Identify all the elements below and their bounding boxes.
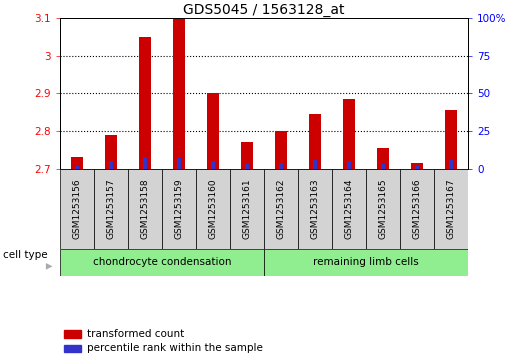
Title: GDS5045 / 1563128_at: GDS5045 / 1563128_at <box>184 3 345 17</box>
Bar <box>207 94 219 169</box>
Text: remaining limb cells: remaining limb cells <box>313 257 419 267</box>
Bar <box>230 169 264 249</box>
Bar <box>245 164 249 169</box>
Bar <box>143 157 147 169</box>
Text: GSM1253163: GSM1253163 <box>311 178 320 239</box>
Bar <box>75 166 79 169</box>
Text: GSM1253167: GSM1253167 <box>447 178 456 239</box>
Bar <box>381 164 385 169</box>
Bar <box>128 169 162 249</box>
Text: GSM1253166: GSM1253166 <box>413 178 422 239</box>
Bar <box>313 160 317 169</box>
Bar <box>415 166 419 169</box>
Text: GSM1253162: GSM1253162 <box>277 179 286 239</box>
Bar <box>445 110 457 169</box>
Text: GSM1253158: GSM1253158 <box>141 178 150 239</box>
Bar <box>309 114 321 169</box>
Bar <box>64 345 81 352</box>
Bar <box>366 169 400 249</box>
Bar <box>279 163 283 169</box>
Bar <box>109 161 113 169</box>
Text: GSM1253157: GSM1253157 <box>107 178 116 239</box>
Bar <box>377 148 389 169</box>
Bar <box>411 163 423 169</box>
Text: transformed count: transformed count <box>87 329 184 339</box>
Bar <box>264 169 298 249</box>
Bar <box>105 135 117 169</box>
Bar <box>162 169 196 249</box>
Bar <box>94 169 128 249</box>
Bar <box>400 169 434 249</box>
Text: GSM1253161: GSM1253161 <box>243 178 252 239</box>
Bar <box>275 131 287 169</box>
Bar <box>241 142 253 169</box>
Bar <box>347 161 351 169</box>
Text: percentile rank within the sample: percentile rank within the sample <box>87 343 263 354</box>
Bar <box>71 158 83 169</box>
Bar <box>332 169 366 249</box>
Text: GSM1253164: GSM1253164 <box>345 179 354 239</box>
Text: GSM1253160: GSM1253160 <box>209 178 218 239</box>
Bar <box>139 37 151 169</box>
Bar <box>196 169 230 249</box>
Bar <box>298 169 332 249</box>
Bar <box>264 249 468 276</box>
Bar <box>64 330 81 338</box>
Text: chondrocyte condensation: chondrocyte condensation <box>93 257 231 267</box>
Bar <box>60 249 264 276</box>
Text: GSM1253159: GSM1253159 <box>175 178 184 239</box>
Bar <box>60 169 94 249</box>
Text: cell type: cell type <box>3 250 48 261</box>
Bar <box>434 169 468 249</box>
Bar <box>177 158 181 169</box>
Bar <box>449 160 453 169</box>
Bar <box>343 99 355 169</box>
Text: GSM1253165: GSM1253165 <box>379 178 388 239</box>
Bar <box>211 161 215 169</box>
Bar <box>173 18 185 169</box>
Text: GSM1253156: GSM1253156 <box>73 178 82 239</box>
